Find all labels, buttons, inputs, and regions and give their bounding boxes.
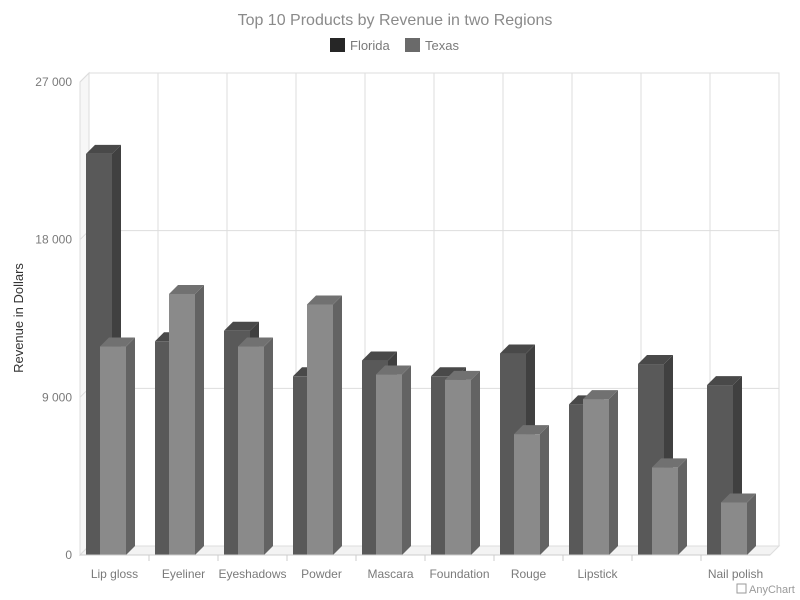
bar-front bbox=[514, 434, 540, 555]
bar-texas bbox=[307, 295, 342, 555]
bar-top bbox=[100, 337, 135, 347]
x-axis-ticks: Lip gloss Eyeliner Eyeshadows Powder Mascara… bbox=[80, 554, 770, 581]
chart-title: Top 10 Products by Revenue in two Region… bbox=[238, 12, 553, 29]
bar-texas bbox=[583, 390, 618, 555]
bar-front bbox=[652, 467, 678, 555]
x-tick-label: Nail polish bbox=[708, 567, 763, 581]
legend-item-florida[interactable]: Florida bbox=[330, 38, 391, 53]
bar-front bbox=[376, 374, 402, 555]
bar-side bbox=[264, 337, 273, 555]
bar-side bbox=[402, 365, 411, 555]
credits-text: AnyChart bbox=[749, 584, 795, 596]
bar-front bbox=[238, 346, 264, 555]
bar-top bbox=[445, 370, 480, 380]
legend-swatch-florida bbox=[330, 38, 345, 52]
bar-side bbox=[609, 390, 618, 555]
bars bbox=[86, 144, 756, 555]
bar-top bbox=[362, 351, 397, 361]
x-tick-label: Lipstick bbox=[577, 567, 618, 581]
bar-front bbox=[307, 304, 333, 555]
bar-top bbox=[376, 365, 411, 375]
bar-side bbox=[747, 493, 756, 555]
legend-item-texas[interactable]: Texas bbox=[405, 38, 459, 53]
bar-texas bbox=[238, 337, 273, 555]
bar-front bbox=[721, 502, 747, 555]
bar-top bbox=[638, 355, 673, 365]
x-tick-label: Eyeshadows bbox=[218, 567, 286, 581]
anychart-credits[interactable]: AnyChart bbox=[736, 583, 795, 596]
bar-top bbox=[169, 284, 204, 294]
bar-side bbox=[126, 337, 135, 555]
credits-logo-icon bbox=[736, 583, 747, 594]
legend-label-florida: Florida bbox=[350, 38, 391, 53]
bar-top bbox=[224, 321, 259, 331]
bar-texas bbox=[721, 493, 756, 555]
legend-swatch-texas bbox=[405, 38, 420, 52]
bar-front bbox=[100, 346, 126, 555]
bar-front bbox=[445, 379, 471, 555]
bar-top bbox=[86, 144, 121, 154]
y-axis-title: Revenue in Dollars bbox=[11, 263, 26, 373]
y-tick-label: 0 bbox=[65, 548, 72, 562]
y-tick-label: 27 000 bbox=[35, 75, 72, 89]
bar-texas bbox=[514, 425, 549, 555]
bar-top bbox=[307, 295, 342, 305]
bar-top bbox=[514, 425, 549, 435]
legend-label-texas: Texas bbox=[425, 38, 459, 53]
bar-front bbox=[169, 293, 195, 555]
bar-side bbox=[540, 425, 549, 555]
bar-top bbox=[707, 376, 742, 386]
bar-top bbox=[652, 458, 687, 468]
bar-texas bbox=[169, 284, 204, 555]
bar-texas bbox=[652, 458, 687, 555]
bar-side bbox=[678, 458, 687, 555]
bar-texas bbox=[445, 370, 480, 555]
bar-top bbox=[238, 337, 273, 347]
bar-top bbox=[500, 344, 535, 354]
bar-front bbox=[583, 399, 609, 555]
bar-side bbox=[195, 284, 204, 555]
x-tick-label: Lip gloss bbox=[91, 567, 138, 581]
y-tick-label: 18 000 bbox=[35, 233, 72, 247]
x-tick-label: Mascara bbox=[367, 567, 413, 581]
legend[interactable]: Florida Texas bbox=[330, 38, 459, 53]
x-tick-label: Foundation bbox=[429, 567, 489, 581]
bar-texas bbox=[100, 337, 135, 555]
bar-top bbox=[721, 493, 756, 503]
x-tick-label: Powder bbox=[301, 567, 342, 581]
bar-top bbox=[583, 390, 618, 400]
bar-side bbox=[471, 370, 480, 555]
x-tick-label: Eyeliner bbox=[162, 567, 205, 581]
x-tick-label: Rouge bbox=[511, 567, 547, 581]
bar-texas bbox=[376, 365, 411, 555]
y-tick-label: 9 000 bbox=[42, 390, 72, 404]
y-axis-ticks: 0 9 000 18 000 27 000 bbox=[35, 75, 72, 562]
gridline-depth bbox=[79, 72, 90, 83]
bar-side bbox=[333, 295, 342, 555]
